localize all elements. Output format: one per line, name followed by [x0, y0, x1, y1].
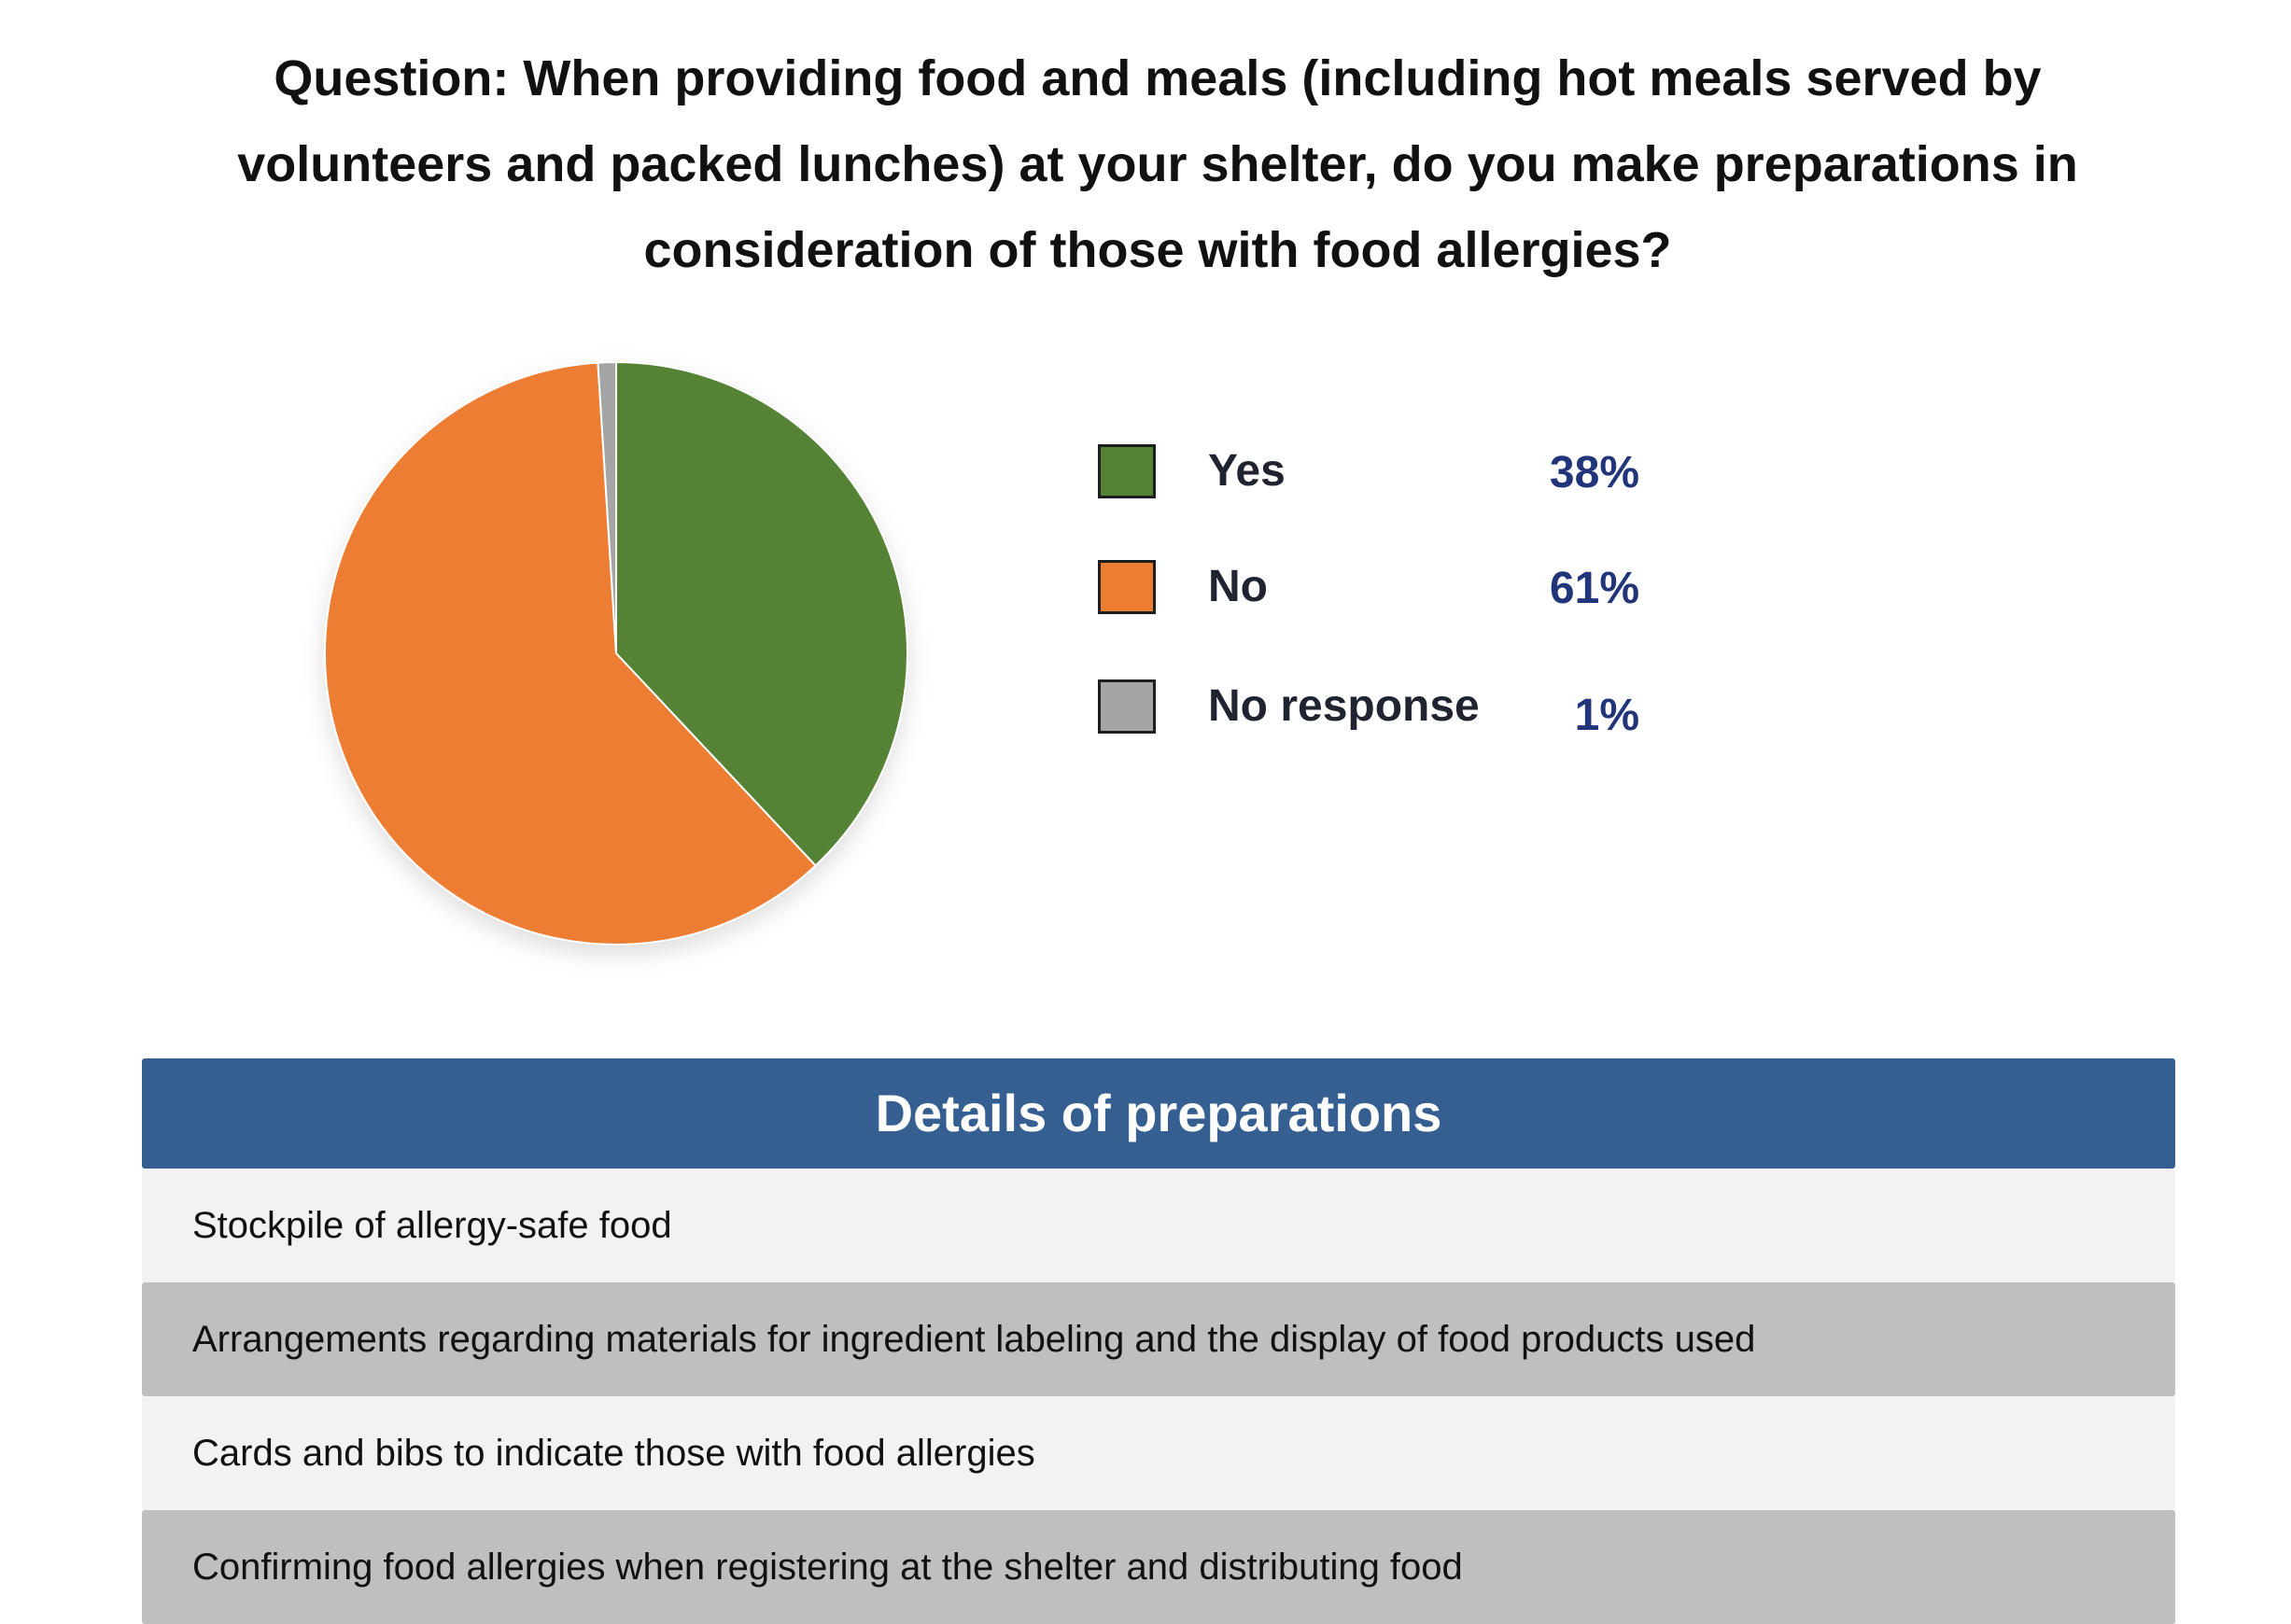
legend-label-no: No: [1208, 562, 1268, 611]
details-header: Details of preparations: [142, 1058, 2175, 1169]
legend-swatch-no: [1098, 560, 1156, 614]
pie-chart: [324, 360, 908, 945]
legend-value-no-response: 1%: [1574, 691, 1639, 740]
legend-label-yes: Yes: [1208, 446, 1286, 496]
pie-slice-yes: [615, 360, 908, 867]
legend-swatch-yes: [1098, 444, 1156, 498]
legend-value-yes: 38%: [1549, 448, 1639, 497]
legend-item-yes: Yes 38%: [1098, 444, 1658, 500]
legend-item-no: No 61%: [1098, 560, 1658, 616]
legend-value-no: 61%: [1549, 564, 1639, 613]
table-row: Stockpile of allergy-safe food: [142, 1169, 2175, 1282]
table-row: Confirming food allergies when registeri…: [142, 1510, 2175, 1624]
table-row: Cards and bibs to indicate those with fo…: [142, 1396, 2175, 1510]
legend-item-no-response: No response 1%: [1098, 679, 1658, 740]
pie-slice-no: [324, 361, 817, 945]
table-row: Arrangements regarding materials for ing…: [142, 1282, 2175, 1396]
details-table: Details of preparations Stockpile of all…: [142, 1058, 2175, 1624]
legend-label-no-response: No response: [1208, 681, 1480, 731]
page-title: Question: When providing food and meals …: [237, 50, 2078, 278]
pie-slice-no-response: [597, 360, 617, 654]
legend-swatch-no-response: [1098, 679, 1156, 734]
